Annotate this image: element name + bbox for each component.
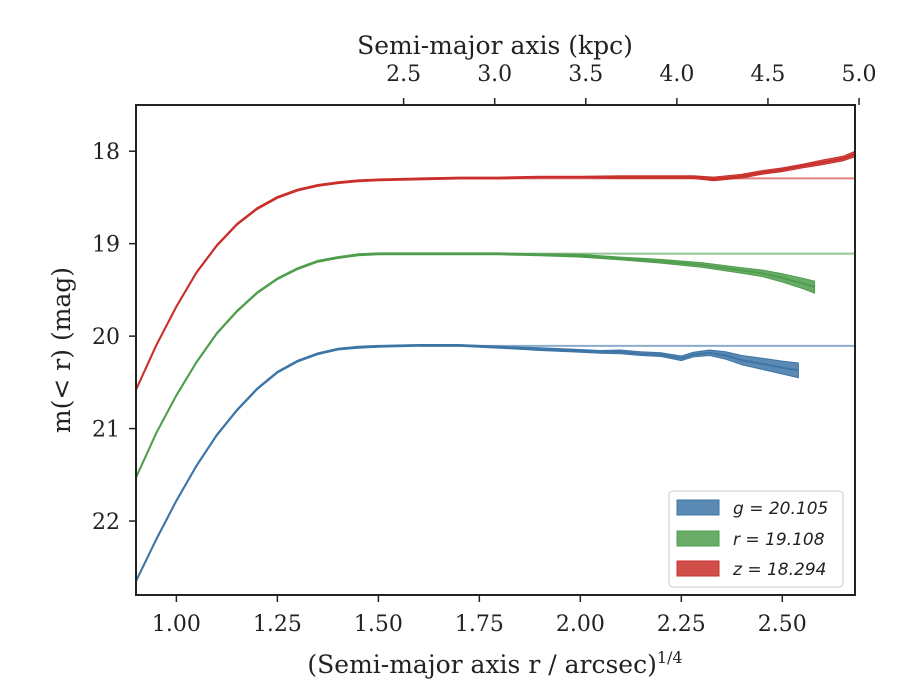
line-r: [135, 252, 815, 479]
x-tick-label: 2.00: [556, 612, 605, 637]
x-tick-label: 2.50: [758, 612, 807, 637]
y-tick-label: 21: [92, 418, 120, 443]
asymptote-layer: [418, 177, 855, 347]
y-ticks: 18 19 20 21 22: [92, 140, 136, 535]
lines-layer: [135, 153, 856, 582]
band-r: [135, 252, 816, 479]
bottom-axis-title-superscript: 1/4: [657, 648, 683, 667]
bottom-axis-title: (Semi-major axis r / arcsec)1/4: [307, 648, 682, 679]
x-tick-label: 1.00: [152, 612, 201, 637]
y-tick-label: 20: [92, 325, 120, 350]
y-tick-label: 19: [92, 233, 120, 258]
legend-label-g: g = 20.105: [733, 499, 828, 519]
y-tick-label: 22: [92, 510, 120, 535]
x-tick-label: 2.25: [657, 612, 706, 637]
legend-swatch-g: [676, 499, 720, 516]
x2-tick-label: 5.0: [842, 62, 877, 87]
legend-swatch-r: [676, 530, 720, 547]
y-axis-title: m(< r) (mag): [47, 267, 76, 433]
x2-tick-label: 2.5: [386, 62, 421, 87]
x2-tick-label: 3.5: [568, 62, 603, 87]
top-x-ticks: 2.53.03.54.04.55.05.5: [386, 62, 877, 105]
y-tick-label: 18: [92, 140, 120, 165]
x2-tick-label: 4.5: [750, 62, 785, 87]
x2-tick-label: 4.0: [659, 62, 694, 87]
legend-swatch-z: [676, 560, 720, 577]
x-tick-label: 1.75: [455, 612, 504, 637]
legend-label-r: r = 19.108: [733, 530, 825, 550]
legend-label-z: z = 18.294: [732, 560, 826, 580]
x2-tick-label: 3.0: [477, 62, 512, 87]
x-tick-label: 1.50: [354, 612, 403, 637]
bottom-x-ticks: 1.00 1.25 1.50 1.75 2.00 2.25 2.50: [152, 595, 807, 637]
bottom-axis-title-main: (Semi-major axis r / arcsec): [307, 650, 656, 679]
line-g: [135, 344, 799, 582]
legend: g = 20.105 r = 19.108 z = 18.294: [668, 490, 844, 588]
line-z: [135, 153, 856, 391]
x-tick-label: 1.25: [253, 612, 302, 637]
top-axis-title: Semi-major axis (kpc): [357, 31, 633, 60]
plot-frame: [135, 104, 856, 596]
